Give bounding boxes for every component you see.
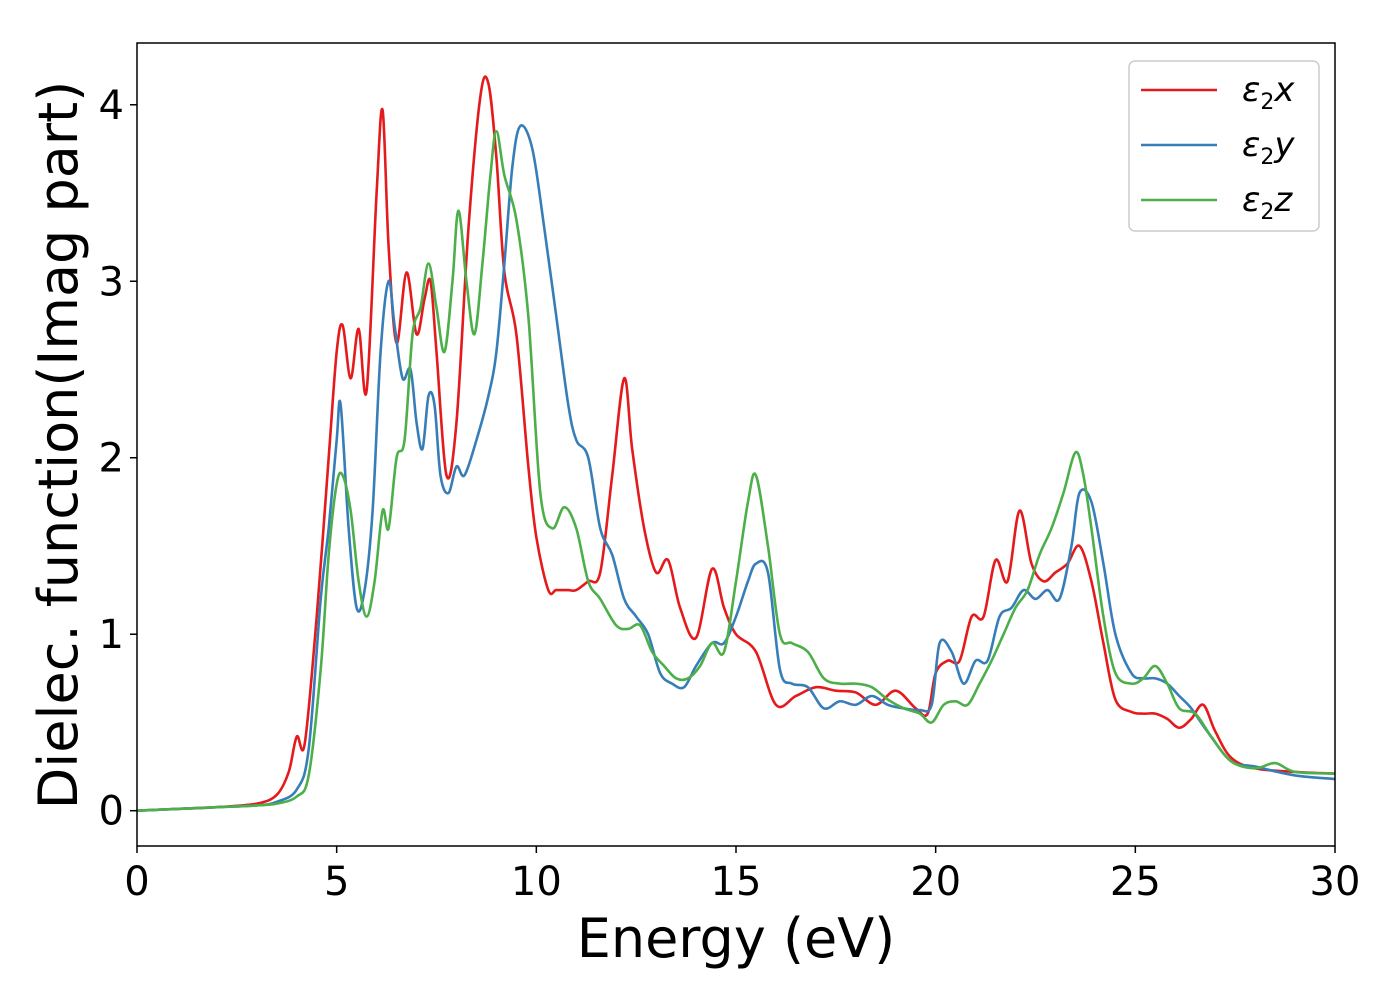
y-axis-ticks: 0 1 2 3 4 <box>99 83 137 835</box>
y-tick-label: 2 <box>99 436 124 482</box>
x-tick-label: 20 <box>910 859 961 905</box>
legend-label: ε2z <box>1242 180 1293 225</box>
x-axis-ticks: 0 5 10 15 20 25 30 <box>124 846 1360 905</box>
legend-box <box>1128 60 1320 232</box>
x-tick-label: 15 <box>711 859 762 905</box>
y-tick-label: 1 <box>99 612 124 658</box>
x-tick-label: 0 <box>124 859 149 905</box>
legend-label: ε2x <box>1242 70 1295 115</box>
x-tick-label: 10 <box>511 859 562 905</box>
y-axis-label: Dielec. function(Imag part) <box>27 81 90 810</box>
x-tick-label: 5 <box>324 859 349 905</box>
series-layer <box>136 75 1336 812</box>
x-tick-label: 30 <box>1310 859 1361 905</box>
y-tick-label: 4 <box>99 83 124 129</box>
series-line-3 <box>136 129 1336 812</box>
legend-label: ε2y <box>1242 125 1295 170</box>
x-axis-label: Energy (eV) <box>577 907 896 970</box>
legend: ε2x ε2y ε2z <box>1128 60 1320 232</box>
x-tick-label: 25 <box>1110 859 1161 905</box>
y-tick-label: 0 <box>99 789 124 835</box>
y-tick-label: 3 <box>99 259 124 305</box>
